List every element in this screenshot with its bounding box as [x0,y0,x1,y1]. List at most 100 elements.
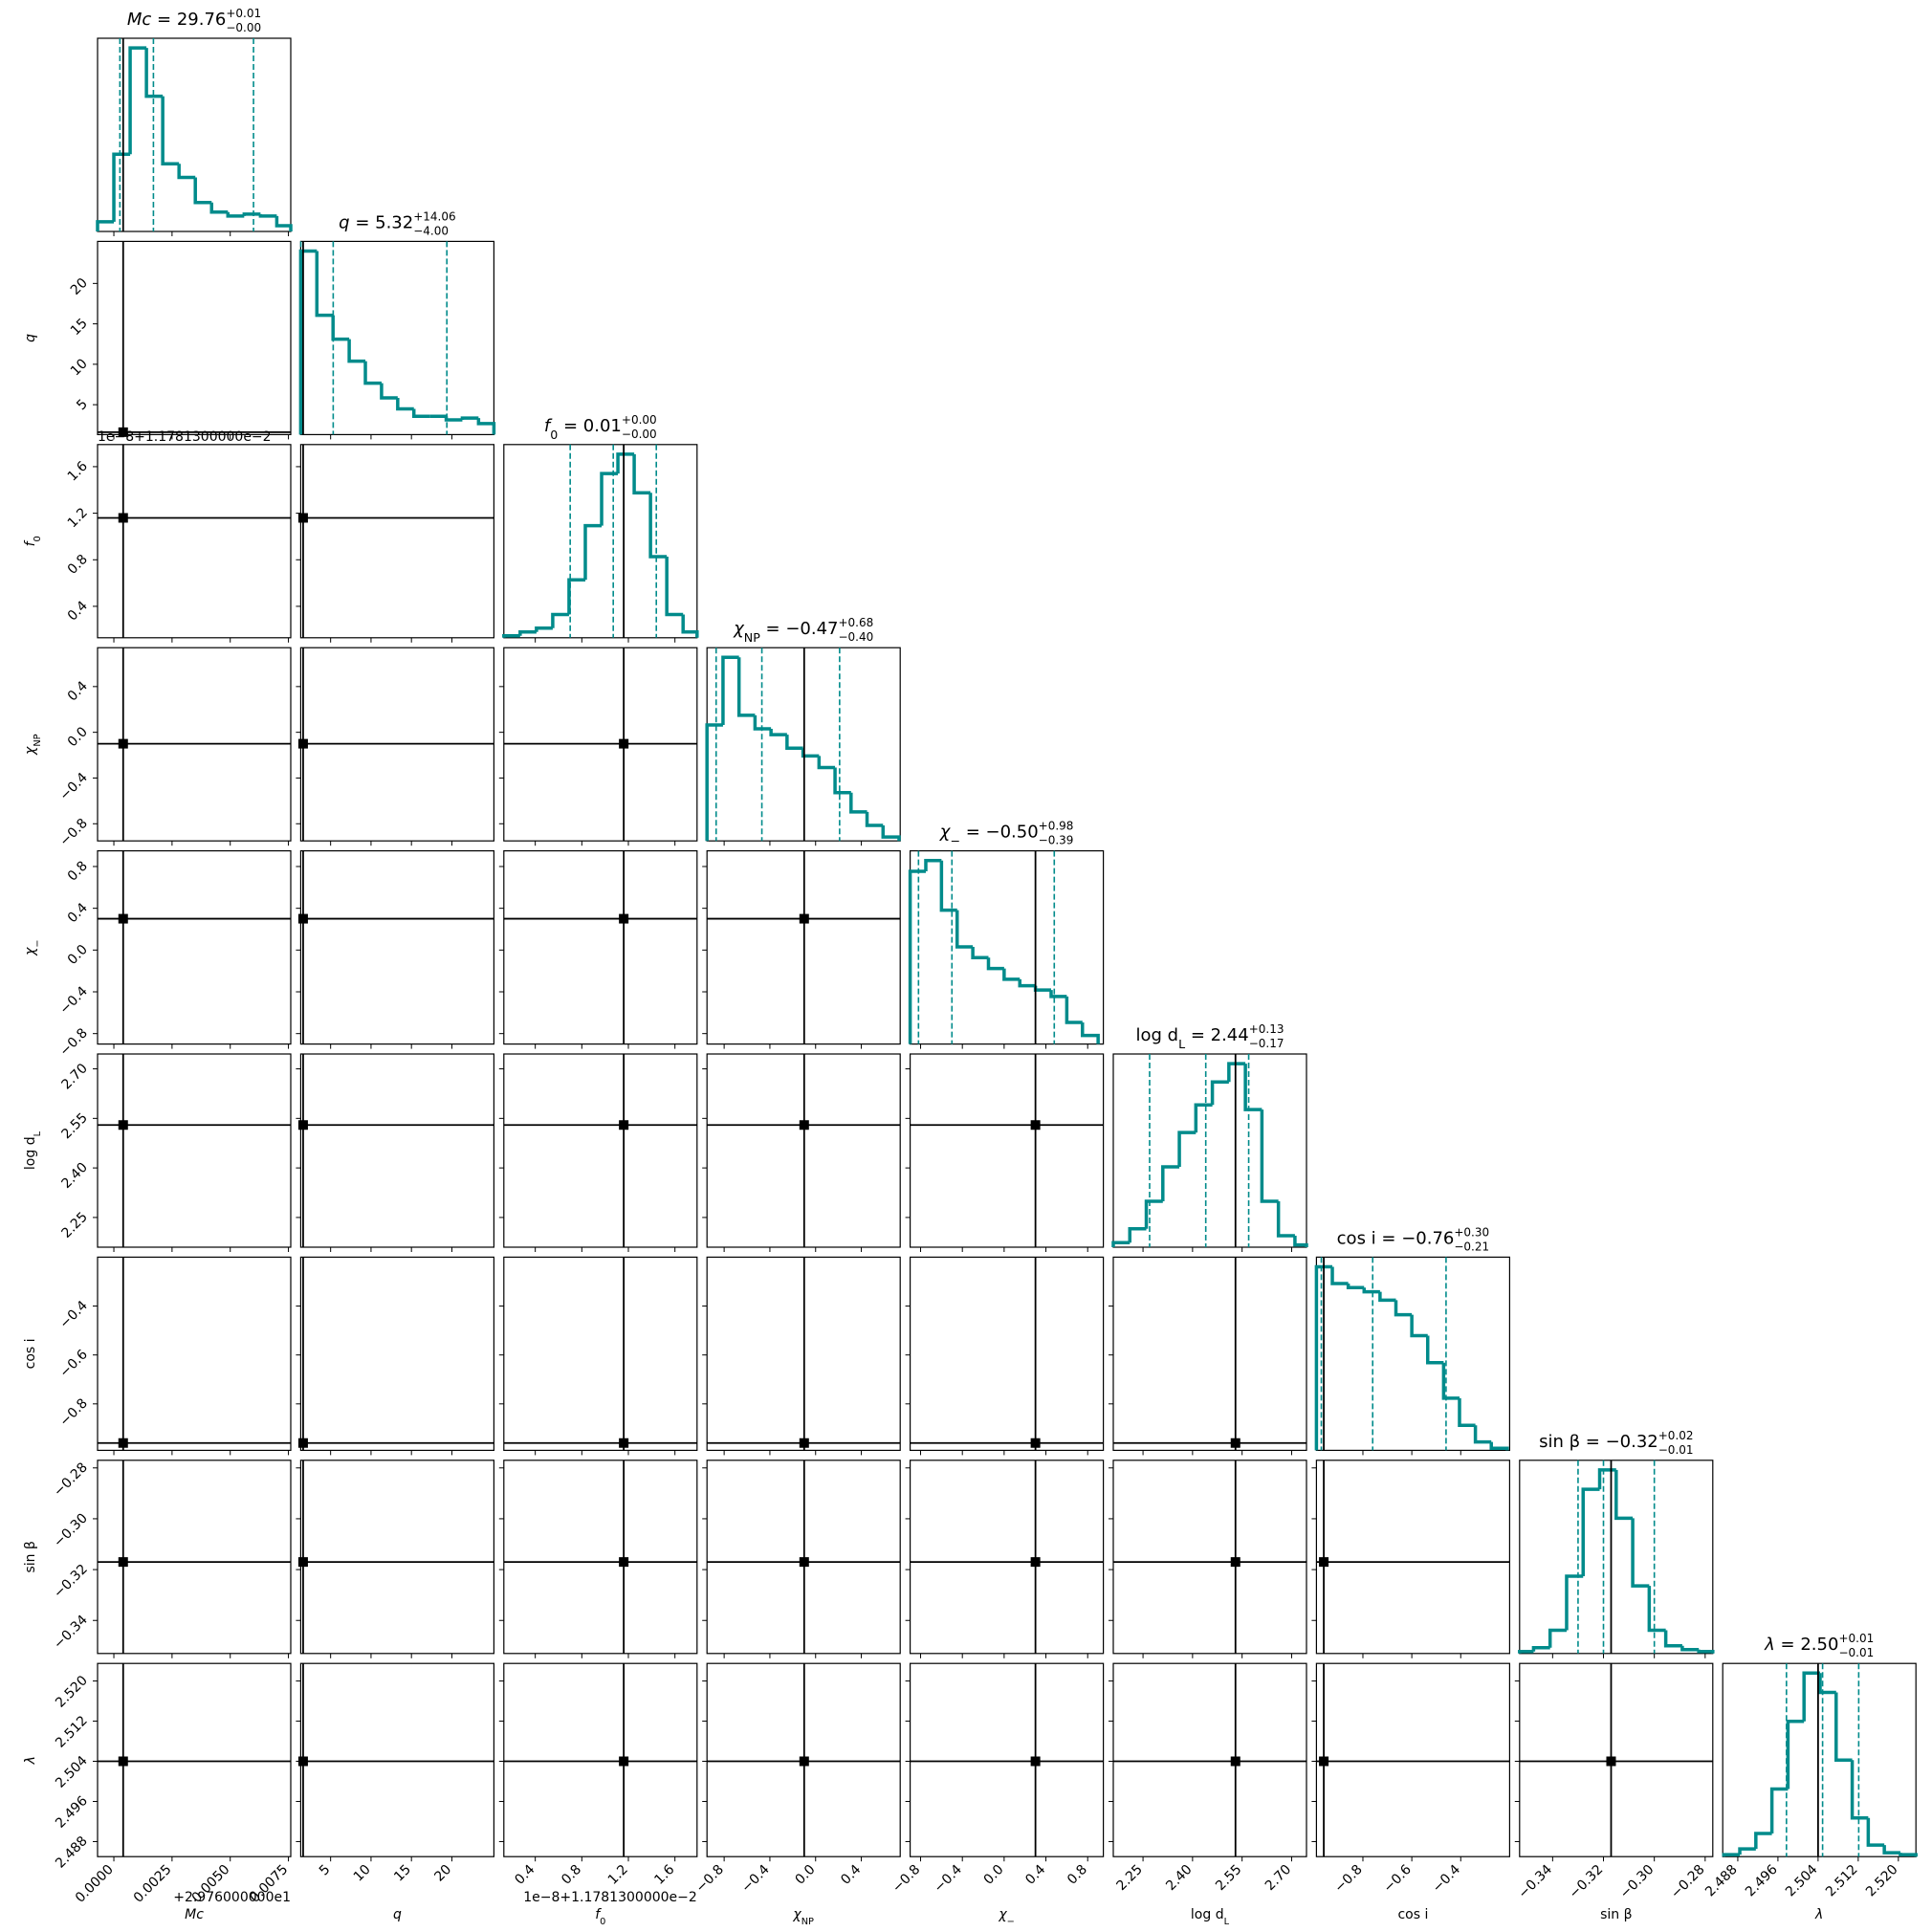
truth-marker [799,1120,809,1131]
y-tick-label: −0.4 [56,1298,90,1331]
hist-bin [849,792,867,814]
hist-title: χNP = −0.47+0.68 −0.40 [733,616,873,645]
hist-bin [1049,990,1067,999]
panel-frame [1315,1256,1511,1452]
hist-bin [785,735,803,750]
title-value: = −0.50 [960,823,1039,843]
x-tick-label: 1.2 [605,1862,631,1888]
hist-bin [315,251,334,318]
x-tick-label: 0.0 [981,1862,1007,1888]
hist-title: χ− = −0.50+0.98 −0.39 [939,820,1074,848]
panel-frame [1112,1460,1307,1655]
axis-label: log dL [23,1131,43,1170]
hist-bin [1243,1064,1262,1111]
x-tick-label: −0.28 [1668,1862,1708,1902]
y-tick-label: −0.8 [56,1025,90,1059]
hist-bin [1581,1487,1600,1576]
label-main: λ [1814,1907,1823,1922]
title-lower: −0.21 [1454,1240,1489,1253]
truth-marker [1319,1756,1329,1767]
panel-frame [299,1460,494,1655]
hist-bin [908,869,926,1044]
panel-frame [299,1256,494,1452]
hist-bin [112,152,131,222]
offset-text: +2.976000000e1 [173,1890,291,1905]
hist-bin [616,452,635,474]
title-upper: +0.13 [1249,1022,1284,1036]
title-label: cos i [1337,1228,1376,1248]
truth-marker [118,1120,128,1131]
hist-bin [226,211,245,218]
title-value: = −0.32 [1580,1432,1658,1452]
hist-bin [144,48,164,99]
panel-frame [909,1460,1105,1655]
hist-bin [535,626,553,632]
label-sub: − [33,939,43,947]
hist-title: q = 5.32+14.06 −4.00 [339,209,455,237]
hist-bin [753,714,772,731]
axis-label: log dL [1191,1907,1230,1927]
hist-bin [1518,1650,1534,1654]
truth-marker [799,913,809,924]
panel-frame [503,1460,698,1655]
hist-bin [128,46,147,155]
title-sub: NP [744,630,760,645]
label-main: f [23,539,38,546]
panel-frame [503,1053,698,1248]
hist-bin [518,629,537,636]
title-upper: +0.30 [1454,1225,1489,1239]
title-upper: +0.01 [226,7,261,20]
panel-frame [503,1256,698,1452]
y-tick-label: −0.34 [51,1613,91,1653]
x-tick-label: 0.4 [512,1862,538,1888]
label-main: χ [792,1907,801,1922]
hist-bin [681,614,699,638]
axis-label: λ [1814,1907,1823,1922]
y-tick-label: 2.512 [53,1713,91,1751]
hist-bin [1597,1468,1616,1490]
title-label: λ [1764,1635,1775,1655]
y-tick-label: 0.4 [65,900,91,926]
hist-bin [736,657,756,717]
x-tick-label: 0.8 [559,1862,584,1888]
truth-marker [799,1438,809,1448]
title-upper: +0.01 [1838,1632,1874,1645]
label-main: χ [998,1907,1007,1922]
truth-marker [297,1756,308,1767]
panel-frame [299,849,494,1045]
axis-label: λ [23,1756,38,1765]
label-main: q [23,334,38,342]
x-tick-label: −0.30 [1617,1862,1658,1902]
hist-bin [1410,1314,1428,1338]
panel-frame [909,849,1105,1045]
x-tick-label: 2.488 [1702,1862,1741,1900]
y-tick-label: 2.488 [53,1833,91,1872]
hist-bin [1018,978,1036,988]
y-tick-label: 0.4 [65,678,91,704]
hist-bin [1314,1264,1333,1451]
hist-title: log dL = 2.44+0.13 −0.17 [1135,1022,1284,1051]
hist-bin [1458,1397,1476,1427]
x-tick-label: −0.6 [1381,1862,1415,1896]
truth-marker [1230,1756,1240,1767]
x-tick-label: 2.504 [1783,1862,1821,1900]
hist-bin [1194,1103,1213,1133]
hist-bin [1293,1236,1308,1247]
label-main: λ [23,1756,38,1765]
hist-title: Mc = 29.76+0.01 −0.00 [127,7,261,34]
truth-marker [619,1438,629,1448]
truth-marker [1030,1557,1041,1568]
axis-label: Mc [185,1907,204,1922]
hist-bin [1802,1671,1820,1722]
axis-label: χ− [998,1907,1015,1927]
x-tick-label: −0.8 [693,1862,727,1896]
panel-frame [909,1256,1105,1452]
truth-marker [619,738,629,749]
label-main: f [595,1907,602,1922]
hist-bin [1441,1362,1460,1400]
y-tick-label: −0.8 [56,816,90,849]
x-tick-label: 0.4 [1022,1862,1048,1888]
hist-bin [1378,1291,1396,1303]
title-sub: 0 [550,427,558,441]
panel-frame [909,1053,1105,1248]
